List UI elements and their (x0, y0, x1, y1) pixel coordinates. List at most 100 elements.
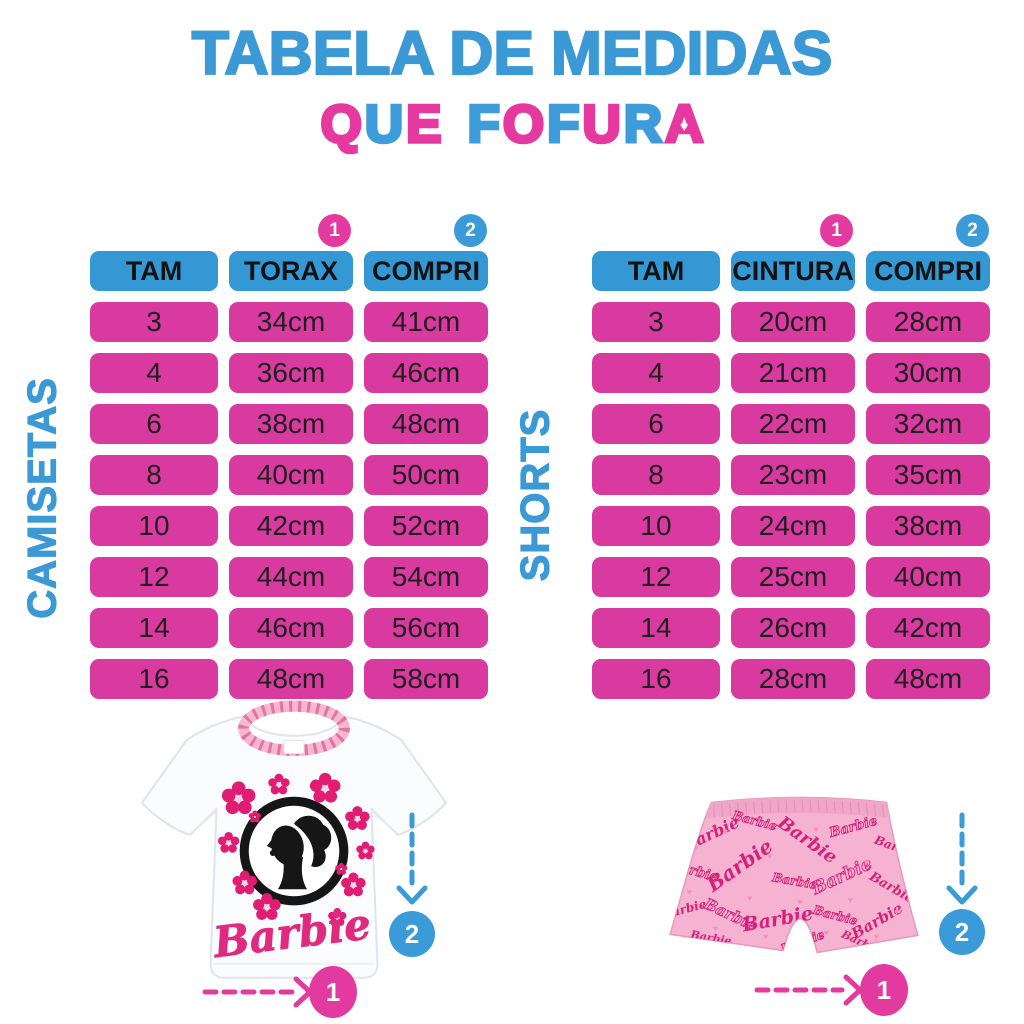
flower-icon (232, 870, 257, 895)
flower-icon (328, 907, 347, 926)
camisetas-cell-r6c2: 56cm (364, 608, 488, 648)
shorts-cell-r3c0: 8 (592, 455, 720, 495)
flower-icon (309, 772, 341, 803)
shorts-measure-2-badge: 2 (956, 214, 989, 247)
camisetas-cell-r3c2: 50cm (364, 455, 488, 495)
camisetas-cell-r0c1: 34cm (229, 302, 353, 342)
camisetas-cell-r3c1: 40cm (229, 455, 353, 495)
shorts-cell-r4c1: 24cm (731, 506, 855, 546)
camisetas-cell-r1c1: 36cm (229, 353, 353, 393)
subtitle-letter: U (581, 93, 623, 156)
camisetas-cell-r2c0: 6 (90, 404, 218, 444)
flower-icon (221, 781, 256, 815)
camisetas-cell-r6c1: 46cm (229, 608, 353, 648)
shorts-cell-r6c0: 14 (592, 608, 720, 648)
shorts-waistband (706, 797, 892, 819)
flower-icon (217, 832, 240, 853)
camisetas-cell-r5c2: 54cm (364, 557, 488, 597)
camisetas-cell-r4c2: 52cm (364, 506, 488, 546)
shorts-length-marker: 2 (939, 909, 985, 955)
flower-icon (248, 810, 261, 823)
camisetas-cell-r1c2: 46cm (364, 353, 488, 393)
camisetas-side-label: CAMISETAS (20, 377, 65, 620)
heart-icon: ♥ (693, 843, 698, 853)
shorts-cell-r1c2: 30cm (866, 353, 990, 393)
heart-icon: ♥ (739, 946, 744, 956)
heart-icon: ♥ (902, 867, 907, 877)
subtitle-letter: F (545, 93, 581, 156)
shorts-cell-r6c2: 42cm (866, 608, 990, 648)
shorts-cell-r1c1: 21cm (731, 353, 855, 393)
tshirt-width-marker: 1 (309, 966, 357, 1018)
heart-icon: ♥ (874, 931, 879, 941)
camisetas-cell-r6c0: 14 (90, 608, 218, 648)
size-table-shorts: 1 2 TAM CINTURA COMPRI 3 20cm 28cm 4 21cm 30cm 6 2… (592, 214, 990, 699)
subtitle-letter: E (404, 93, 443, 156)
shorts-cell-r2c0: 6 (592, 404, 720, 444)
flower-icon (268, 773, 290, 795)
shorts-cell-r7c2: 48cm (866, 659, 990, 699)
camisetas-cell-r3c0: 8 (90, 455, 218, 495)
flower-icon (356, 841, 375, 860)
shorts-cell-r5c2: 40cm (866, 557, 990, 597)
camisetas-cell-r1c0: 4 (90, 353, 218, 393)
collar-tag (283, 739, 305, 754)
camisetas-cell-r2c2: 48cm (364, 404, 488, 444)
camisetas-cell-r7c0: 16 (90, 659, 218, 699)
flower-icon (345, 806, 370, 831)
heart-icon: ♥ (680, 118, 689, 135)
subtitle-letter: R (622, 93, 664, 156)
camisetas-cell-r4c0: 10 (90, 506, 218, 546)
shorts-length-arrow (946, 812, 978, 905)
column-header-torax: TORAX (229, 251, 353, 291)
shorts-grid: TAM CINTURA COMPRI 3 20cm 28cm 4 21cm 30cm 6 22cm 3… (592, 251, 990, 699)
heart-icon: ♥ (713, 923, 718, 933)
camisetas-cell-r5c0: 12 (90, 557, 218, 597)
camisetas-cell-r0c2: 41cm (364, 302, 488, 342)
waistband-gathers (712, 799, 885, 818)
heart-icon: ♥ (767, 851, 772, 861)
camisetas-cell-r4c1: 42cm (229, 506, 353, 546)
heart-icon: ♥ (894, 907, 899, 917)
shorts-image: BarbieBarbieBarbieBarbieBarbieBarbieBarb… (669, 796, 919, 962)
camisetas-cell-r5c1: 44cm (229, 557, 353, 597)
heart-icon: ♥ (864, 857, 869, 867)
heart-icon: ♥ (797, 897, 802, 907)
tshirt-length-arrow (396, 812, 428, 905)
flower-icon (335, 862, 348, 875)
shorts-width-arrow (754, 974, 863, 1006)
shorts-cell-r4c0: 10 (592, 506, 720, 546)
heart-icon: ♥ (848, 895, 853, 905)
subtitle-letter: F (466, 93, 502, 156)
shorts-cell-r0c1: 20cm (731, 302, 855, 342)
shorts-cell-r3c1: 23cm (731, 455, 855, 495)
flower-icon (341, 872, 366, 897)
tshirt-length-marker: 2 (389, 911, 435, 957)
shorts-measure-1-badge: 1 (820, 214, 853, 247)
shorts-cell-r3c2: 35cm (866, 455, 990, 495)
column-header-tam: TAM (90, 251, 218, 291)
shorts-cell-r0c0: 3 (592, 302, 720, 342)
heart-icon: ♥ (763, 931, 768, 941)
heart-icon: ♥ (747, 893, 752, 903)
camisetas-cell-r7c2: 58cm (364, 659, 488, 699)
brand-subtitle: Q ♥ U E F O ♥ F U R A ♥ (0, 93, 1024, 156)
tshirt-image: Barbie (141, 700, 447, 979)
column-header-compri: COMPRI (866, 251, 990, 291)
camisetas-measure-2-badge: 2 (454, 214, 487, 247)
shorts-cell-r6c1: 26cm (731, 608, 855, 648)
camisetas-cell-r7c1: 48cm (229, 659, 353, 699)
shorts-cell-r2c2: 32cm (866, 404, 990, 444)
heart-icon: ♥ (791, 952, 796, 962)
column-header-compri: COMPRI (364, 251, 488, 291)
camisetas-cell-r2c1: 38cm (229, 404, 353, 444)
shorts-cell-r2c1: 22cm (731, 404, 855, 444)
barbie-logo (239, 796, 349, 906)
camisetas-grid: TAM TORAX COMPRI 3 34cm 41cm 4 36cm 46cm 6 38cm 48c… (90, 251, 488, 699)
shorts-cell-r7c1: 28cm (731, 659, 855, 699)
column-header-cintura: CINTURA (731, 251, 855, 291)
shorts-cell-r5c1: 25cm (731, 557, 855, 597)
size-table-camisetas: 1 2 TAM TORAX COMPRI 3 34cm 41cm 4 36cm 46cm 6 38c… (90, 214, 488, 699)
camisetas-measure-1-badge: 1 (318, 214, 351, 247)
